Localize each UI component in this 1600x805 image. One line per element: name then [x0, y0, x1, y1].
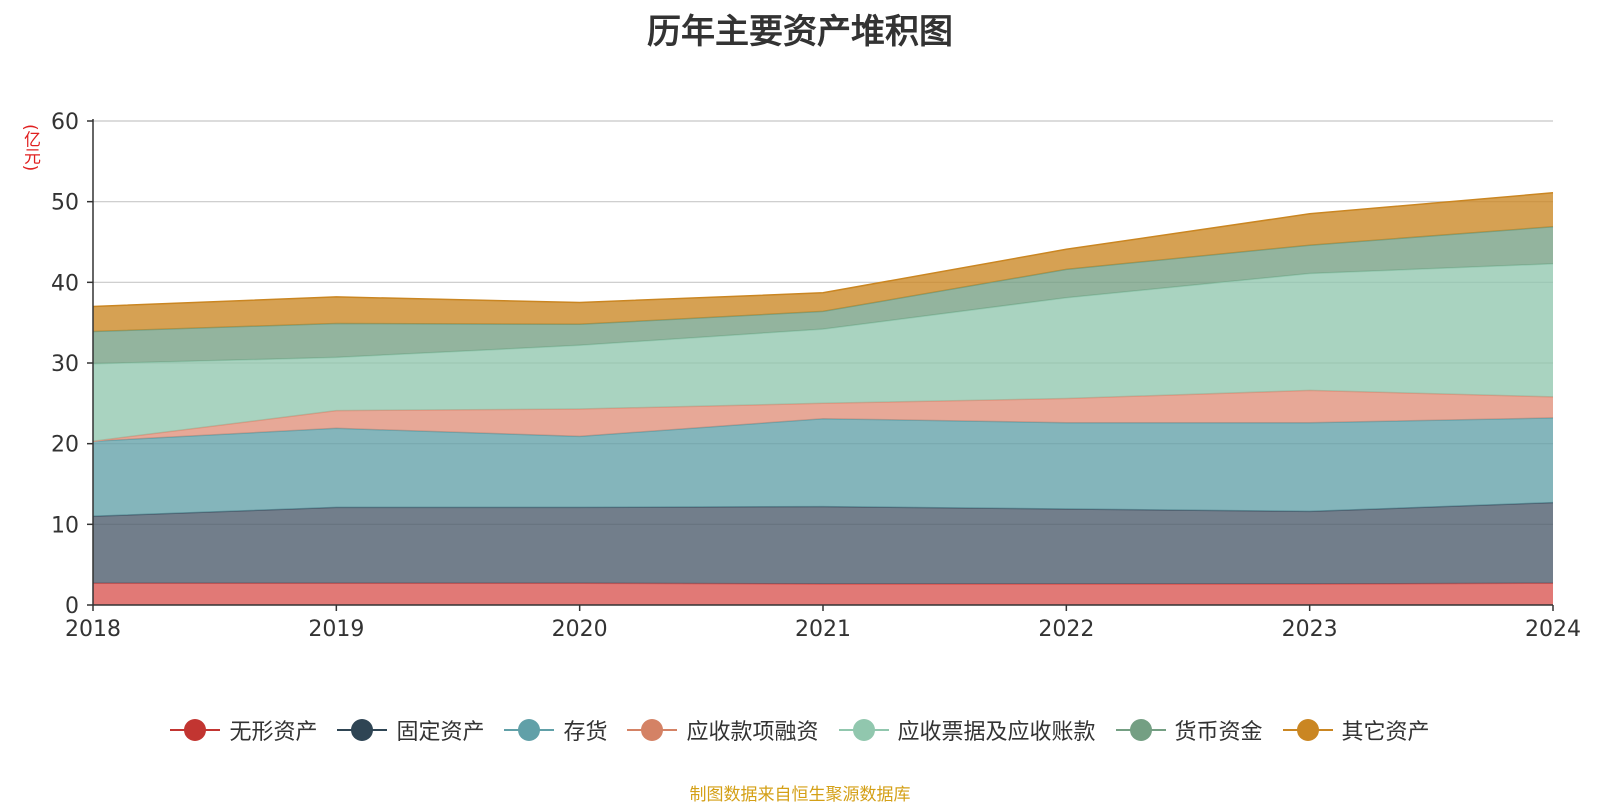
legend-marker-icon: [627, 718, 678, 742]
legend-marker-icon: [504, 718, 555, 742]
legend-item-7[interactable]: 其它资产: [1282, 714, 1430, 746]
y-tick-label: 50: [51, 191, 79, 216]
area-series-4[interactable]: [93, 390, 1553, 442]
chart-title: 历年主要资产堆积图: [647, 12, 953, 52]
y-tick-label: 30: [51, 352, 79, 377]
legend-label: 应收款项融资: [686, 720, 819, 745]
legend-label: 存货: [563, 720, 608, 745]
legend-label: 应收票据及应收账款: [897, 720, 1096, 745]
legend-label: 无形资产: [229, 720, 318, 745]
legend-label: 固定资产: [396, 720, 485, 745]
area-series-edge-7: [92, 192, 1554, 308]
x-tick-label: 2023: [1282, 617, 1338, 642]
legend-item-2[interactable]: 固定资产: [337, 714, 484, 746]
area-series-6[interactable]: [93, 226, 1553, 364]
area-series-2[interactable]: [93, 502, 1553, 584]
y-axis-unit-label: (亿元): [20, 124, 40, 172]
legend-marker-icon: [170, 718, 221, 742]
source-note: 制图数据来自恒生聚源数据库: [689, 785, 911, 805]
x-tick-label: 2019: [308, 617, 364, 642]
x-tick-label: 2022: [1038, 617, 1094, 642]
legend-item-4[interactable]: 应收款项融资: [627, 714, 819, 746]
x-tick-label: 2018: [65, 617, 121, 642]
legend: 无形资产 固定资产 存货 应收款项融资 应收票据及应收账款 货币资金 其它资产: [0, 714, 1600, 746]
area-series: [92, 192, 1554, 605]
legend-marker-icon: [838, 718, 889, 742]
area-series-5[interactable]: [93, 263, 1553, 442]
y-tick-label: 40: [51, 271, 79, 296]
x-tick-label: 2024: [1525, 617, 1581, 642]
legend-item-3[interactable]: 存货: [504, 714, 607, 746]
legend-item-6[interactable]: 货币资金: [1115, 714, 1263, 746]
area-series-3[interactable]: [93, 417, 1553, 517]
legend-label: 其它资产: [1341, 720, 1430, 745]
area-series-7[interactable]: [93, 192, 1553, 332]
legend-marker-icon: [1115, 718, 1166, 742]
axes: 0 10 20 30 40 50 60 2018 2019 2020 2021 2022 2023 202…: [51, 110, 1581, 642]
legend-marker-icon: [337, 718, 388, 742]
y-tick-label: 20: [51, 433, 79, 458]
legend-item-1[interactable]: 无形资产: [170, 714, 317, 746]
y-tick-label: 60: [51, 110, 79, 135]
y-tick-label: 10: [51, 513, 79, 538]
legend-label: 货币资金: [1174, 720, 1263, 745]
x-tick-label: 2020: [552, 617, 608, 642]
area-series-1[interactable]: [93, 583, 1553, 605]
legend-item-5[interactable]: 应收票据及应收账款: [838, 714, 1096, 746]
y-tick-label: 0: [65, 594, 79, 619]
x-tick-label: 2021: [795, 617, 851, 642]
legend-marker-icon: [1282, 718, 1333, 742]
